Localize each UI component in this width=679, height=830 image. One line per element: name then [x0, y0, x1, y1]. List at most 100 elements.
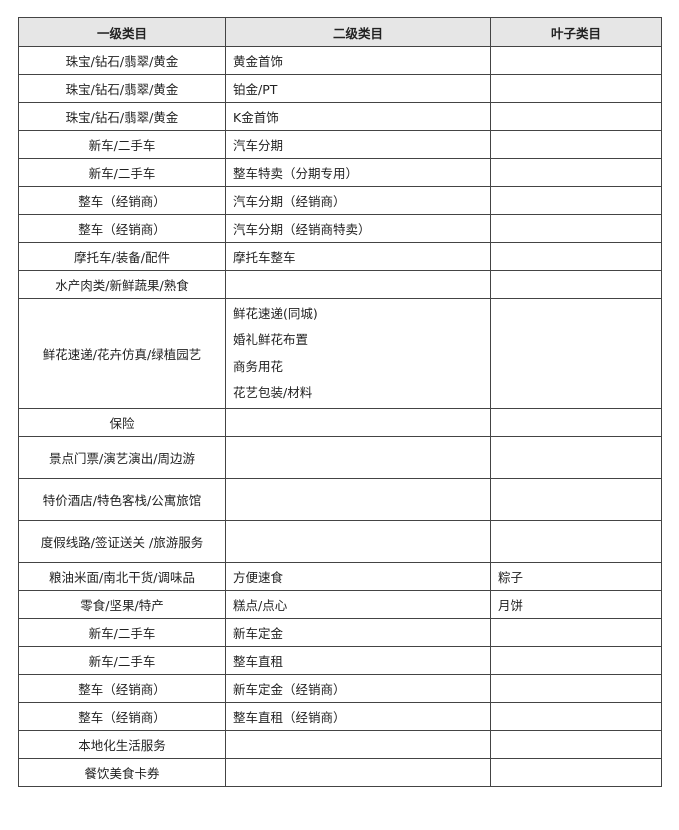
table-cell [490, 130, 662, 159]
table-cell [490, 618, 662, 647]
table-body: 珠宝/钻石/翡翠/黄金 黄金首饰 珠宝/钻石/翡翠/黄金 铂金/PT 珠宝/钻石/翡翠/… [18, 46, 662, 787]
table-row: 度假线路/签证送关 /旅游服务 [18, 520, 662, 563]
cell-text: 本地化生活服务 [78, 738, 166, 753]
table-cell: 黄金首饰 [225, 46, 491, 75]
cell-text: 方便速食 [233, 570, 284, 585]
table-cell: 特价酒店/特色客栈/公寓旅馆 [18, 478, 226, 521]
cell-text: 粮油米面/南北干货/调味品 [49, 570, 195, 585]
table-cell [225, 270, 491, 299]
table-row: 新车/二手车 汽车分期 [18, 130, 662, 159]
table-cell: 铂金/PT [225, 74, 491, 103]
cell-text: 新车/二手车 [88, 654, 156, 669]
cell-text: 整车特卖（分期专用） [233, 166, 359, 181]
table-row: 保险 [18, 408, 662, 437]
table-cell [225, 730, 491, 759]
table-cell: 糕点/点心 [225, 590, 491, 619]
table-wrap: 一级类目 二级类目 叶子类目 珠宝/钻石/翡翠/黄金 黄金首饰 珠宝/钻石/翡翠/黄… [18, 17, 662, 787]
cell-text: 汽车分期（经销商） [233, 194, 346, 209]
cell-text: 摩托车整车 [233, 250, 296, 265]
header-row: 一级类目 二级类目 叶子类目 [18, 17, 662, 47]
table-cell: 新车/二手车 [18, 158, 226, 187]
cell-text: 整车（经销商） [78, 710, 166, 725]
table-cell [490, 646, 662, 675]
cell-text: 珠宝/钻石/翡翠/黄金 [65, 54, 179, 69]
table-cell [225, 408, 491, 437]
cell-text: 水产肉类/新鲜蔬果/熟食 [55, 278, 189, 293]
table-row: 整车（经销商） 整车直租（经销商） [18, 702, 662, 731]
table-cell: 珠宝/钻石/翡翠/黄金 [18, 102, 226, 131]
category-table: 一级类目 二级类目 叶子类目 珠宝/钻石/翡翠/黄金 黄金首饰 珠宝/钻石/翡翠/黄… [18, 17, 662, 787]
table-row: 本地化生活服务 [18, 730, 662, 759]
table-row: 整车（经销商） 汽车分期（经销商） [18, 186, 662, 215]
cell-text: 整车（经销商） [78, 194, 166, 209]
table-cell [490, 730, 662, 759]
table-cell: 本地化生活服务 [18, 730, 226, 759]
table-cell: 新车/二手车 [18, 130, 226, 159]
table-cell [490, 436, 662, 479]
table-cell: 整车直租（经销商） [225, 702, 491, 731]
table-row: 珠宝/钻石/翡翠/黄金 黄金首饰 [18, 46, 662, 75]
table-cell: 整车（经销商） [18, 702, 226, 731]
table-cell [225, 436, 491, 479]
table-row: 景点门票/演艺演出/周边游 [18, 436, 662, 479]
table-cell: 粮油米面/南北干货/调味品 [18, 562, 226, 591]
table-cell [490, 298, 662, 409]
cell-line: 花艺包装/材料 [233, 385, 313, 400]
table-cell [490, 186, 662, 215]
cell-text: 新车定金（经销商） [233, 682, 346, 697]
table-cell [490, 702, 662, 731]
table-cell: 度假线路/签证送关 /旅游服务 [18, 520, 226, 563]
table-cell [490, 270, 662, 299]
cell-text: 新车/二手车 [88, 138, 156, 153]
header-cell: 叶子类目 [490, 17, 662, 47]
table-row: 新车/二手车 新车定金 [18, 618, 662, 647]
cell-text: 汽车分期（经销商特卖） [233, 222, 371, 237]
table-cell [225, 478, 491, 521]
table-cell [490, 74, 662, 103]
cell-text: 整车（经销商） [78, 222, 166, 237]
table-row: 珠宝/钻石/翡翠/黄金 铂金/PT [18, 74, 662, 103]
table-cell: 鲜花速递(同城) 婚礼鲜花布置 商务用花 花艺包装/材料 [225, 298, 491, 409]
cell-text: 景点门票/演艺演出/周边游 [49, 451, 195, 466]
table-cell: 整车特卖（分期专用） [225, 158, 491, 187]
table-cell [490, 478, 662, 521]
table-row: 整车（经销商） 新车定金（经销商） [18, 674, 662, 703]
table-cell: 整车直租 [225, 646, 491, 675]
table-cell [490, 408, 662, 437]
cell-text: 珠宝/钻石/翡翠/黄金 [65, 110, 179, 125]
table-cell: 摩托车/装备/配件 [18, 242, 226, 271]
table-cell: 整车（经销商） [18, 674, 226, 703]
cell-text: 新车定金 [233, 626, 284, 641]
cell-text: 新车/二手车 [88, 166, 156, 181]
cell-text: 特价酒店/特色客栈/公寓旅馆 [42, 493, 202, 508]
cell-text: 粽子 [498, 570, 524, 585]
cell-text: 黄金首饰 [233, 54, 284, 69]
cell-line: 婚礼鲜花布置 [233, 332, 309, 347]
cell-line: 鲜花速递(同城) [233, 305, 318, 321]
table-cell: 汽车分期 [225, 130, 491, 159]
table-row: 新车/二手车 整车直租 [18, 646, 662, 675]
table-cell [490, 158, 662, 187]
cell-text: 铂金/PT [233, 82, 278, 97]
table-cell [490, 214, 662, 243]
cell-text: 零食/坚果/特产 [80, 598, 164, 613]
table-cell: K金首饰 [225, 102, 491, 131]
cell-text: 新车/二手车 [88, 626, 156, 641]
table-cell [490, 102, 662, 131]
table-cell: 粽子 [490, 562, 662, 591]
table-row: 特价酒店/特色客栈/公寓旅馆 [18, 478, 662, 521]
table-cell: 新车定金 [225, 618, 491, 647]
table-cell: 鲜花速递/花卉仿真/绿植园艺 [18, 298, 226, 409]
table-row: 摩托车/装备/配件 摩托车整车 [18, 242, 662, 271]
table-row: 新车/二手车 整车特卖（分期专用） [18, 158, 662, 187]
table-row: 鲜花速递/花卉仿真/绿植园艺 鲜花速递(同城) 婚礼鲜花布置 商务用花 花艺包装/材料 [18, 298, 662, 409]
table-cell: 餐饮美食卡券 [18, 758, 226, 787]
table-cell: 新车定金（经销商） [225, 674, 491, 703]
table-row: 整车（经销商） 汽车分期（经销商特卖） [18, 214, 662, 243]
cell-text: 保险 [109, 416, 135, 431]
cell-text: 鲜花速递/花卉仿真/绿植园艺 [42, 347, 202, 362]
cell-text: 汽车分期 [233, 138, 284, 153]
table-row: 餐饮美食卡券 [18, 758, 662, 787]
table-cell: 水产肉类/新鲜蔬果/熟食 [18, 270, 226, 299]
